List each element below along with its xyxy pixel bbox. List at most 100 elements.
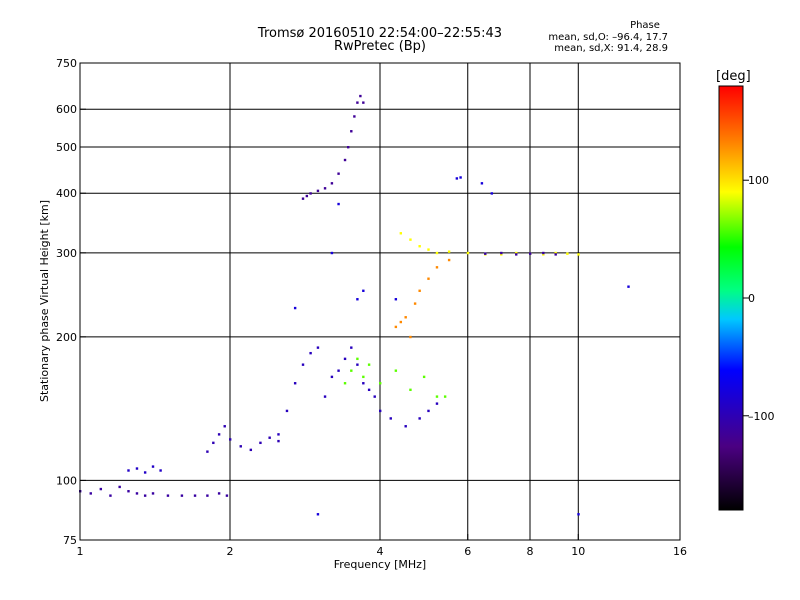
- data-point: [356, 357, 359, 361]
- data-point: [362, 101, 365, 104]
- data-point: [89, 492, 92, 495]
- data-point: [409, 335, 412, 339]
- data-point: [435, 266, 439, 269]
- phase-heading: Phase: [630, 20, 660, 31]
- data-point: [356, 363, 359, 366]
- data-point: [542, 251, 545, 255]
- data-point: [455, 177, 459, 180]
- chart-title: Tromsø 20160510 22:54:00–22:55:43: [257, 26, 503, 41]
- data-point: [422, 375, 426, 379]
- data-point: [323, 395, 327, 398]
- x-tick-label: 6: [464, 545, 471, 558]
- data-point: [309, 351, 312, 355]
- data-point: [350, 346, 353, 349]
- x-tick-label: 10: [571, 545, 585, 558]
- data-point: [394, 325, 398, 329]
- data-point: [515, 253, 518, 256]
- x-tick-label: 2: [227, 545, 234, 558]
- data-point: [447, 250, 451, 253]
- data-point: [459, 176, 462, 179]
- y-tick-label: 100: [56, 474, 77, 487]
- data-point: [316, 513, 320, 516]
- data-point: [350, 369, 353, 372]
- colorbar-tick-label: 100: [748, 174, 769, 187]
- data-point: [323, 187, 327, 190]
- data-point: [99, 487, 103, 491]
- data-point: [566, 252, 569, 255]
- data-point: [305, 194, 309, 198]
- data-point: [367, 363, 371, 366]
- data-point: [127, 469, 130, 472]
- data-point: [293, 306, 297, 310]
- data-point: [229, 438, 232, 441]
- data-point: [249, 448, 253, 452]
- data-points: [79, 94, 630, 516]
- data-point: [301, 197, 305, 200]
- data-point: [337, 172, 340, 175]
- data-point: [285, 409, 289, 413]
- y-axis-label: Stationary phase Virtual Height [km]: [38, 200, 51, 402]
- grid-lines: [80, 63, 680, 540]
- data-point: [268, 436, 271, 439]
- data-point: [330, 251, 334, 255]
- data-point: [379, 409, 382, 413]
- data-point: [316, 346, 320, 349]
- data-point: [118, 485, 121, 489]
- x-tick-labels: 1 2 4 6 8 10 16: [77, 545, 688, 558]
- data-point: [193, 494, 197, 497]
- data-point: [427, 277, 430, 280]
- data-point: [217, 433, 221, 436]
- data-point: [500, 253, 503, 256]
- data-point: [394, 369, 398, 372]
- data-point: [225, 494, 229, 497]
- data-point: [301, 363, 305, 366]
- data-point: [409, 238, 412, 241]
- x-tick-marks: [79, 534, 681, 540]
- y-tick-label: 600: [56, 103, 77, 116]
- x-tick-label: 8: [527, 545, 534, 558]
- data-point: [330, 375, 334, 379]
- y-tick-label: 300: [56, 247, 77, 260]
- data-point: [356, 298, 359, 301]
- data-point: [359, 94, 362, 98]
- data-point: [217, 492, 221, 495]
- data-point: [259, 441, 262, 445]
- data-point: [337, 202, 340, 206]
- data-point: [480, 182, 484, 185]
- data-point: [427, 248, 430, 251]
- data-point: [389, 417, 392, 420]
- phase-x-stats: mean, sd,X: 91.4, 28.9: [554, 43, 668, 54]
- data-point: [490, 192, 494, 195]
- data-point: [418, 417, 421, 420]
- data-point: [343, 357, 347, 361]
- data-point: [353, 115, 356, 118]
- data-point: [554, 251, 557, 255]
- data-point: [484, 252, 487, 255]
- x-tick-label: 16: [673, 545, 687, 558]
- data-point: [356, 101, 359, 104]
- colorbar-tick-label: 0: [748, 292, 755, 305]
- data-point: [500, 251, 503, 255]
- data-point: [151, 492, 155, 495]
- y-tick-label: 750: [56, 57, 77, 70]
- data-point: [529, 252, 532, 255]
- data-point: [466, 251, 470, 255]
- phase-colorbar: [718, 85, 744, 511]
- phase-o-stats: mean, sd,O: –96.4, 17.7: [548, 32, 668, 43]
- data-point: [239, 445, 242, 448]
- data-point: [143, 494, 147, 497]
- data-point: [418, 289, 421, 292]
- y-tick-label: 200: [56, 331, 77, 344]
- data-point: [206, 494, 209, 497]
- y-tick-marks: [80, 62, 86, 541]
- data-point: [413, 302, 417, 305]
- data-point: [337, 369, 340, 372]
- data-point: [350, 130, 353, 133]
- data-point: [135, 492, 139, 495]
- data-point: [180, 494, 184, 497]
- data-point: [447, 258, 451, 262]
- data-point: [212, 441, 215, 445]
- x-tick-label: 1: [77, 545, 84, 558]
